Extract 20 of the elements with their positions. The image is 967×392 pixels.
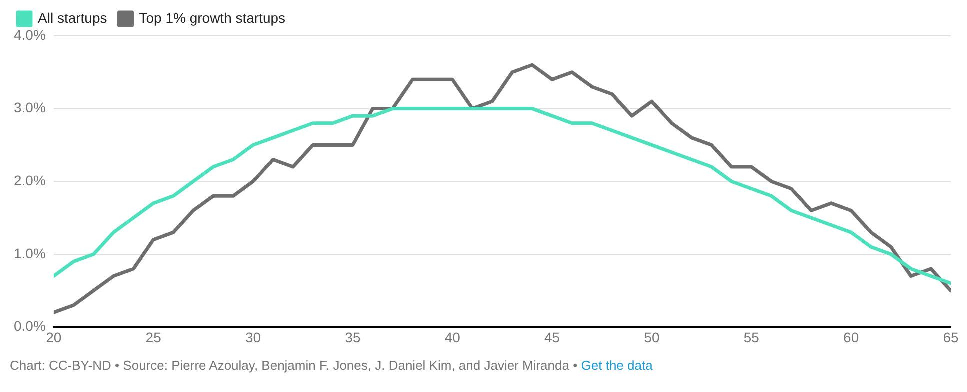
legend-label: All startups (38, 10, 108, 26)
x-tick-label: 40 (444, 329, 461, 346)
x-tick-label: 20 (46, 329, 62, 346)
legend-label: Top 1% growth startups (139, 10, 286, 26)
text: Chart: CC-BY-ND • (10, 358, 120, 373)
x-tick-label: 60 (844, 329, 860, 346)
x-tick-label: 45 (544, 329, 560, 346)
x-tick-label: 30 (245, 329, 262, 346)
y-tick-label: 4.0% (14, 26, 46, 43)
y-tick-label: 1.0% (14, 245, 46, 262)
x-tick-label: 25 (146, 329, 162, 346)
y-tick-label: 0.0% (14, 318, 46, 334)
source-note: Source: Pierre Azoulay, Benjamin F. Jones, J. Daniel Kim, and Javier Miranda • (123, 358, 578, 373)
x-tick-label: 55 (744, 329, 760, 346)
y-tick-label: 2.0% (14, 172, 46, 188)
x-tick-label: 65 (943, 329, 959, 346)
y-tick-label: 3.0% (14, 100, 46, 116)
x-tick-label: 50 (644, 329, 660, 346)
x-tick-label: 35 (345, 329, 361, 346)
text: Get the data (581, 358, 653, 373)
